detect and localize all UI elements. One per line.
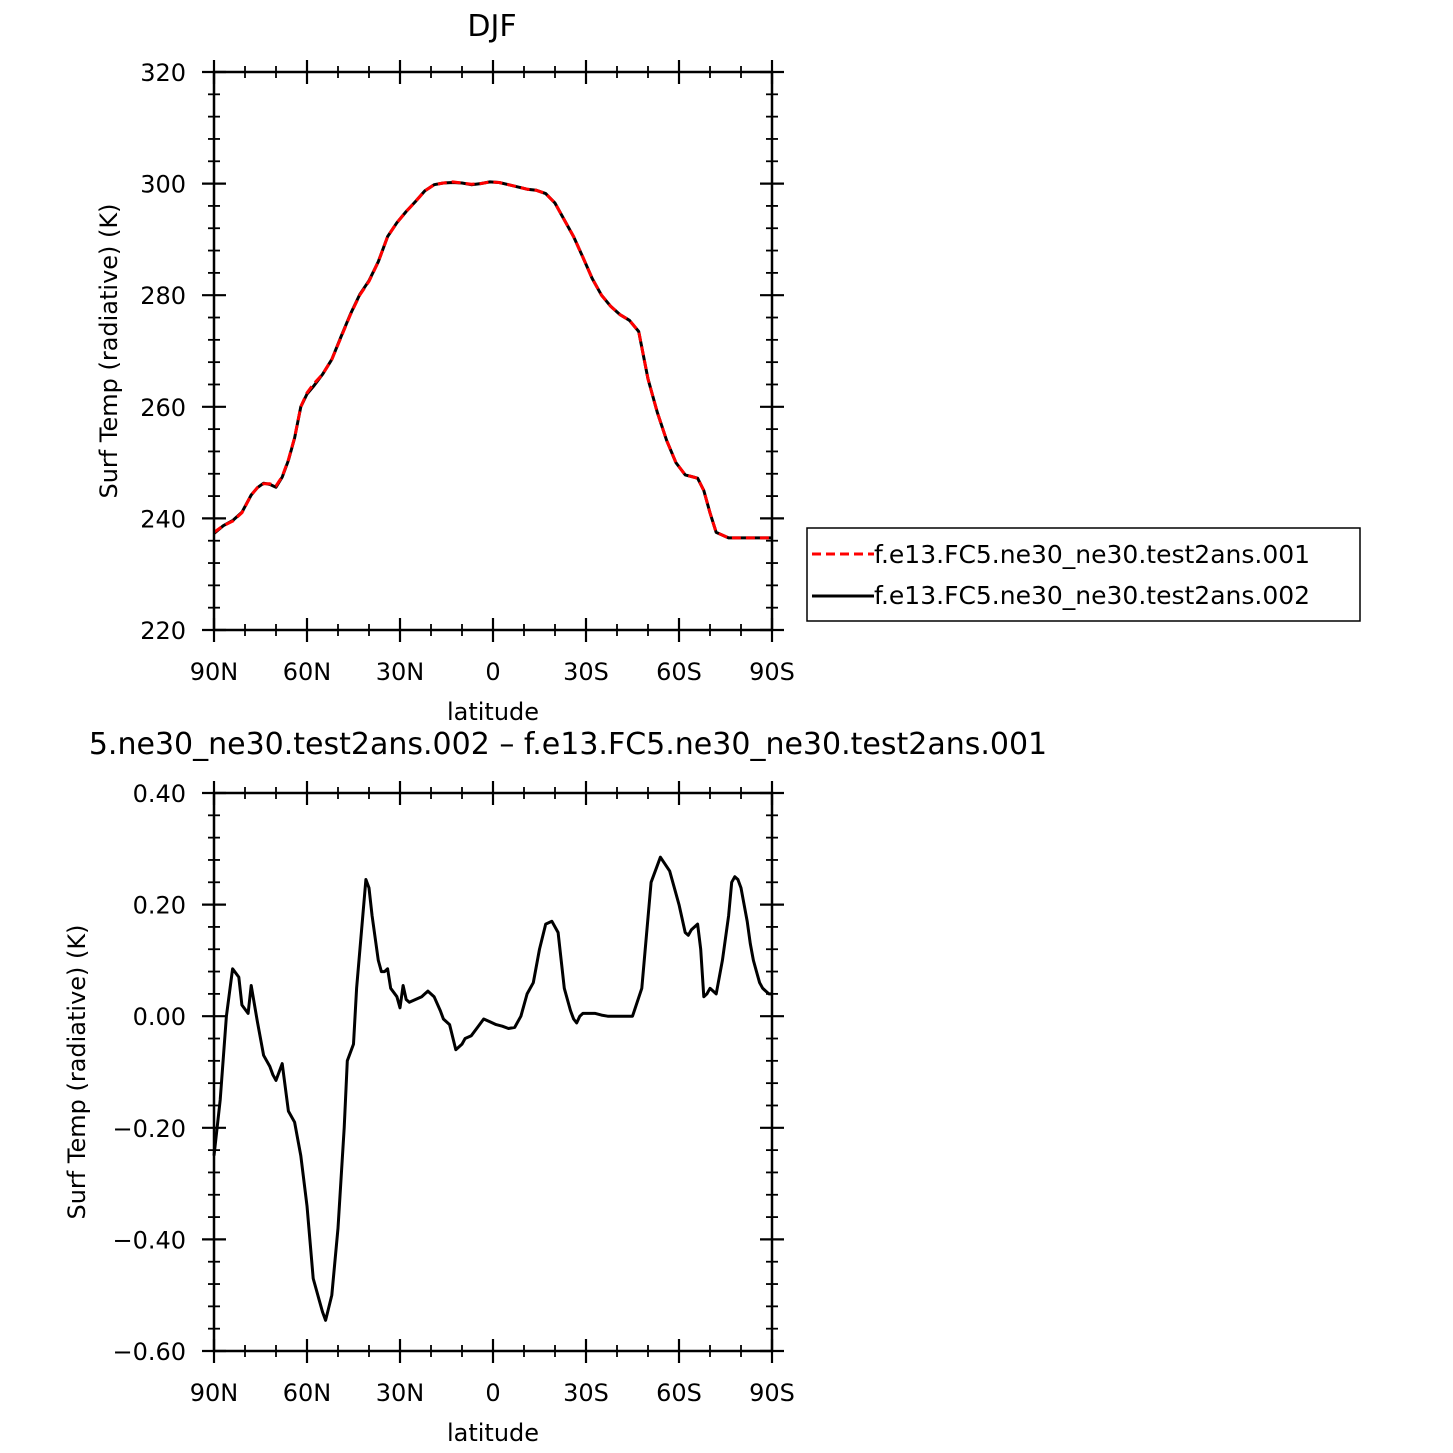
top-series-lines bbox=[213, 180, 772, 540]
top-x-tick-label: 30S bbox=[563, 658, 609, 686]
bottom-y-tick-label: −0.20 bbox=[112, 1115, 186, 1143]
bottom-y-tick-label: −0.60 bbox=[112, 1338, 186, 1366]
top-plot-frame bbox=[212, 70, 774, 632]
top-x-tick-labels: 90N 60N 30N 0 30S 60S 90S bbox=[190, 658, 795, 686]
bottom-x-tick-label: 0 bbox=[485, 1379, 500, 1407]
top-x-axis-title: latitude bbox=[447, 698, 539, 726]
bottom-x-axis-title: latitude bbox=[447, 1419, 539, 1447]
bottom-x-tick-label: 60N bbox=[283, 1379, 332, 1407]
bottom-x-tick-label: 30N bbox=[376, 1379, 425, 1407]
top-y-tick-label: 280 bbox=[140, 282, 186, 310]
bottom-series-lines bbox=[212, 855, 772, 1322]
top-x-tick-label: 60N bbox=[283, 658, 332, 686]
bottom-chart-title: 5.ne30_ne30.test2ans.002 – f.e13.FC5.ne3… bbox=[89, 727, 1047, 762]
bottom-x-tick-label: 90N bbox=[190, 1379, 239, 1407]
bottom-x-tick-label: 60S bbox=[656, 1379, 702, 1407]
top-y-tick-label: 220 bbox=[140, 617, 186, 645]
bottom-x-tick-labels: 90N 60N 30N 0 30S 60S 90S bbox=[190, 1379, 795, 1407]
legend-box bbox=[806, 527, 1361, 622]
top-series-line-1 bbox=[213, 180, 772, 540]
top-x-tick-label: 0 bbox=[485, 658, 500, 686]
bottom-y-tick-label: 0.20 bbox=[133, 892, 186, 920]
legend-label-series-2: f.e13.FC5.ne30_ne30.test2ans.002 bbox=[874, 581, 1310, 610]
bottom-y-tick-label: 0.40 bbox=[133, 780, 186, 808]
top-x-tick-label: 60S bbox=[656, 658, 702, 686]
bottom-y-tick-labels: −0.60 −0.40 −0.20 0.00 0.20 0.40 bbox=[112, 780, 186, 1366]
top-y-tick-label: 300 bbox=[140, 171, 186, 199]
bottom-axis-ticks bbox=[202, 781, 784, 1363]
bottom-y-tick-label: 0.00 bbox=[133, 1003, 186, 1031]
top-chart-title: DJF bbox=[467, 9, 516, 44]
top-y-axis-title: Surf Temp (radiative) (K) bbox=[95, 203, 123, 498]
bottom-plot-frame bbox=[212, 791, 774, 1353]
bottom-x-tick-label: 30S bbox=[563, 1379, 609, 1407]
top-x-tick-label: 90N bbox=[190, 658, 239, 686]
bottom-y-tick-label: −0.40 bbox=[112, 1226, 186, 1254]
bottom-series-line-1 bbox=[212, 855, 772, 1322]
legend: f.e13.FC5.ne30_ne30.test2ans.001 f.e13.F… bbox=[806, 527, 1361, 622]
top-y-tick-label: 240 bbox=[140, 505, 186, 533]
bottom-y-axis-title: Surf Temp (radiative) (K) bbox=[63, 924, 91, 1219]
bottom-panel: 5.ne30_ne30.test2ans.002 – f.e13.FC5.ne3… bbox=[63, 727, 1047, 1447]
top-y-tick-label: 260 bbox=[140, 394, 186, 422]
top-axis-ticks bbox=[202, 60, 784, 642]
top-series-line-2 bbox=[213, 180, 772, 540]
top-x-tick-label: 90S bbox=[749, 658, 795, 686]
top-y-tick-labels: 220 240 260 280 300 320 bbox=[140, 59, 186, 645]
top-x-tick-label: 30N bbox=[376, 658, 425, 686]
bottom-x-tick-label: 90S bbox=[749, 1379, 795, 1407]
top-y-tick-label: 320 bbox=[140, 59, 186, 87]
legend-label-series-1: f.e13.FC5.ne30_ne30.test2ans.001 bbox=[874, 540, 1310, 569]
